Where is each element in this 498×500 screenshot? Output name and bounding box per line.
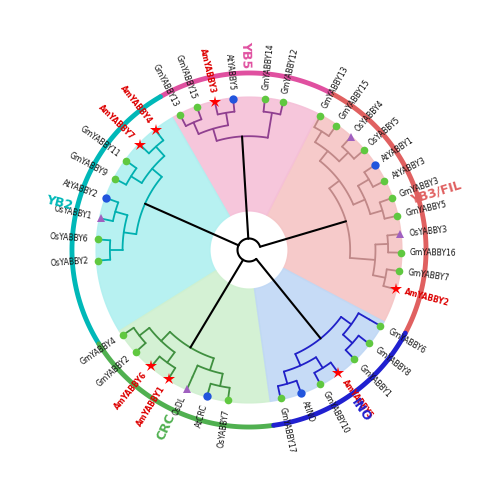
Text: AmYABBY4: AmYABBY4 — [118, 84, 153, 126]
Text: AmYABBY7: AmYABBY7 — [97, 103, 136, 142]
Text: OsYABBY3: OsYABBY3 — [408, 224, 448, 237]
Text: GmYABBY1: GmYABBY1 — [358, 362, 393, 399]
Text: GmYABBY17: GmYABBY17 — [278, 406, 296, 454]
Text: GmYABBY2: GmYABBY2 — [95, 354, 132, 389]
Text: INO: INO — [349, 396, 374, 424]
Text: GmYABBY6: GmYABBY6 — [386, 326, 427, 356]
Text: AmYABBY5: AmYABBY5 — [340, 378, 374, 420]
Text: OsYABBY1: OsYABBY1 — [53, 204, 93, 221]
Polygon shape — [96, 118, 230, 331]
Polygon shape — [120, 270, 270, 403]
Polygon shape — [267, 114, 402, 322]
Text: AtCRC: AtCRC — [194, 404, 209, 429]
Text: GmYABBY12: GmYABBY12 — [281, 47, 300, 94]
Text: AtINO: AtINO — [300, 400, 316, 423]
Text: GmYABBY16: GmYABBY16 — [410, 248, 457, 258]
Text: AtYABBY3: AtYABBY3 — [390, 156, 427, 181]
Text: AtYABBY2: AtYABBY2 — [62, 178, 99, 199]
Text: YB2: YB2 — [45, 193, 74, 212]
Text: AmYABBY2: AmYABBY2 — [403, 288, 450, 308]
Text: GmYABBY11: GmYABBY11 — [79, 124, 122, 159]
Text: GmYABBY7: GmYABBY7 — [408, 268, 451, 282]
Text: OsYABBY2: OsYABBY2 — [50, 256, 89, 268]
Text: CRC: CRC — [154, 412, 178, 442]
Text: AtYABBY5: AtYABBY5 — [224, 53, 237, 90]
Text: GmYABBY13: GmYABBY13 — [321, 64, 351, 110]
Text: GmYABBY5: GmYABBY5 — [405, 200, 448, 218]
Text: GmYABBY15: GmYABBY15 — [174, 54, 198, 100]
Text: OsDL: OsDL — [171, 395, 188, 417]
Text: OsYABBY5: OsYABBY5 — [368, 116, 402, 148]
Text: GmYABBY14: GmYABBY14 — [261, 43, 275, 90]
Polygon shape — [172, 97, 318, 216]
Text: YB3/FIL: YB3/FIL — [409, 179, 463, 207]
Text: GmYABBY10: GmYABBY10 — [321, 390, 351, 436]
Text: AmYABBY6: AmYABBY6 — [113, 370, 149, 412]
Text: OsYABBY4: OsYABBY4 — [354, 99, 386, 134]
Text: OsYABBY7: OsYABBY7 — [217, 408, 231, 448]
Text: GmYABBY9: GmYABBY9 — [68, 151, 109, 178]
Text: YB5: YB5 — [239, 41, 252, 68]
Text: GmYABBY8: GmYABBY8 — [373, 346, 411, 378]
Text: GmYABBY15: GmYABBY15 — [338, 78, 372, 120]
Text: GmYABBY13: GmYABBY13 — [151, 63, 180, 108]
Text: OsYABBY6: OsYABBY6 — [50, 232, 89, 243]
Text: AtYABBY1: AtYABBY1 — [380, 136, 415, 164]
Polygon shape — [254, 268, 384, 402]
Text: AmYABBY3: AmYABBY3 — [198, 48, 217, 94]
Text: AmYABBY1: AmYABBY1 — [135, 384, 167, 428]
Text: GmYABBY3: GmYABBY3 — [399, 176, 441, 199]
Text: GmYABBY4: GmYABBY4 — [78, 336, 118, 367]
